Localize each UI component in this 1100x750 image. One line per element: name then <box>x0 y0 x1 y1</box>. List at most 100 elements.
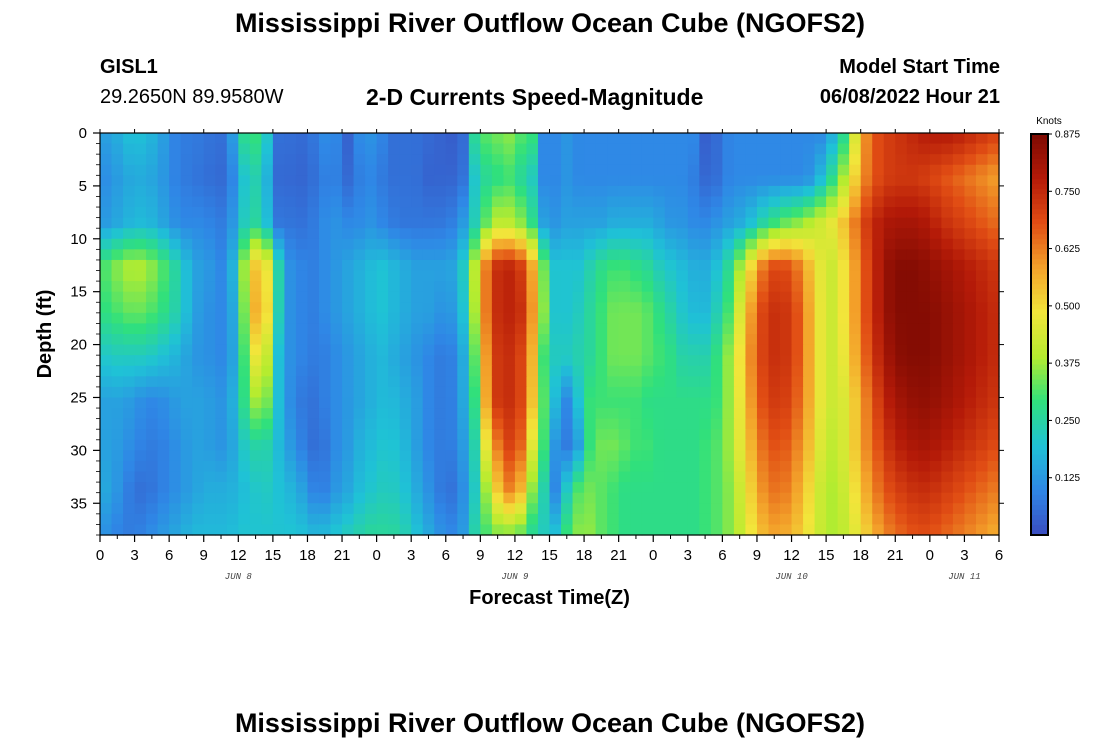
heatmap-cell <box>318 175 332 187</box>
heatmap-cell <box>572 482 585 494</box>
heatmap-cell <box>687 291 700 303</box>
heatmap-cell <box>952 334 966 346</box>
heatmap-cell <box>157 270 170 282</box>
heatmap-cell <box>526 133 539 145</box>
heatmap-cell <box>918 460 931 473</box>
colorbar-cell <box>1031 349 1048 356</box>
heatmap-cell <box>803 196 816 208</box>
heatmap-cell <box>929 513 942 526</box>
y-tick-label: 5 <box>79 178 87 195</box>
heatmap-cell <box>537 450 551 462</box>
heatmap-cell <box>434 270 447 282</box>
heatmap-cell <box>929 259 942 272</box>
heatmap-cell <box>249 217 262 229</box>
heatmap-cell <box>975 460 989 473</box>
heatmap-cell <box>411 365 424 377</box>
heatmap-cell <box>146 270 159 282</box>
heatmap-cell <box>503 270 516 282</box>
heatmap-cell <box>768 302 781 314</box>
heatmap-cell <box>733 281 747 293</box>
heatmap-cell <box>653 185 666 198</box>
heatmap-cell <box>284 312 297 325</box>
heatmap-cell <box>699 323 712 335</box>
heatmap-cell <box>123 207 136 219</box>
heatmap-cell <box>445 185 458 198</box>
heatmap-cell <box>445 323 458 335</box>
heatmap-cell <box>169 175 182 187</box>
heatmap-cell <box>468 376 481 388</box>
heatmap-cell <box>975 228 989 240</box>
heatmap-cell <box>860 175 873 187</box>
heatmap-cell <box>780 175 793 187</box>
heatmap-cell <box>399 376 412 388</box>
heatmap-cell <box>630 503 643 515</box>
colorbar-cell <box>1031 304 1048 311</box>
heatmap-cell <box>561 355 574 367</box>
heatmap-cell <box>883 355 896 367</box>
heatmap-cell <box>169 281 182 293</box>
heatmap-cell <box>584 439 597 451</box>
heatmap-cell <box>722 429 735 441</box>
heatmap-cell <box>872 312 885 325</box>
heatmap-cell <box>872 249 885 261</box>
heatmap-cell <box>952 513 966 526</box>
heatmap-cell <box>872 133 885 145</box>
heatmap-cell <box>365 259 378 272</box>
heatmap-cell <box>780 450 793 462</box>
heatmap-cell <box>630 439 643 451</box>
heatmap-cell <box>975 492 989 504</box>
heatmap-cell <box>641 503 654 515</box>
heatmap-cell <box>699 460 712 473</box>
heatmap-cell <box>249 397 262 409</box>
heatmap-cell <box>572 228 585 240</box>
heatmap-cell <box>895 323 908 335</box>
heatmap-cell <box>630 154 643 166</box>
heatmap-cell <box>422 154 435 166</box>
heatmap-cell <box>780 524 793 536</box>
heatmap-cell <box>134 196 147 208</box>
heatmap-cell <box>768 408 781 420</box>
heatmap-cell <box>676 524 689 536</box>
heatmap-cell <box>342 492 355 504</box>
heatmap-cell <box>238 397 251 409</box>
heatmap-cell <box>157 249 170 261</box>
heatmap-cell <box>503 355 516 367</box>
heatmap-cell <box>411 471 424 483</box>
heatmap-cell <box>249 450 262 462</box>
heatmap-cell <box>791 344 804 356</box>
heatmap-cell <box>468 344 481 356</box>
heatmap-cell <box>584 429 597 441</box>
heatmap-cell <box>595 323 608 335</box>
heatmap-cell <box>676 386 689 399</box>
heatmap-cell <box>203 133 216 145</box>
heatmap-cell <box>353 397 366 409</box>
heatmap-cell <box>100 196 113 208</box>
heatmap-cell <box>768 185 781 198</box>
heatmap-cell <box>618 439 631 451</box>
heatmap-cell <box>468 154 481 166</box>
heatmap-cell <box>146 228 159 240</box>
heatmap-cell <box>929 143 942 155</box>
heatmap-cell <box>180 397 193 409</box>
heatmap-cell <box>134 355 147 367</box>
heatmap-cell <box>814 185 827 198</box>
heatmap-cell <box>192 281 205 293</box>
heatmap-cell <box>307 196 320 208</box>
heatmap-cell <box>318 334 332 346</box>
heatmap-cell <box>572 291 585 303</box>
heatmap-cell <box>676 238 689 250</box>
heatmap-cell <box>226 302 239 314</box>
heatmap-cell <box>733 439 747 451</box>
heatmap-cell <box>699 386 712 399</box>
heatmap-cell <box>526 238 539 250</box>
heatmap-cell <box>100 164 113 176</box>
heatmap-cell <box>272 154 286 166</box>
heatmap-cell <box>964 281 977 293</box>
heatmap-cell <box>318 418 332 430</box>
heatmap-cell <box>710 376 723 388</box>
heatmap-cell <box>952 164 966 176</box>
heatmap-cell <box>203 164 216 176</box>
heatmap-cell <box>584 386 597 399</box>
heatmap-cell <box>157 365 170 377</box>
colorbar-cell <box>1031 244 1048 250</box>
